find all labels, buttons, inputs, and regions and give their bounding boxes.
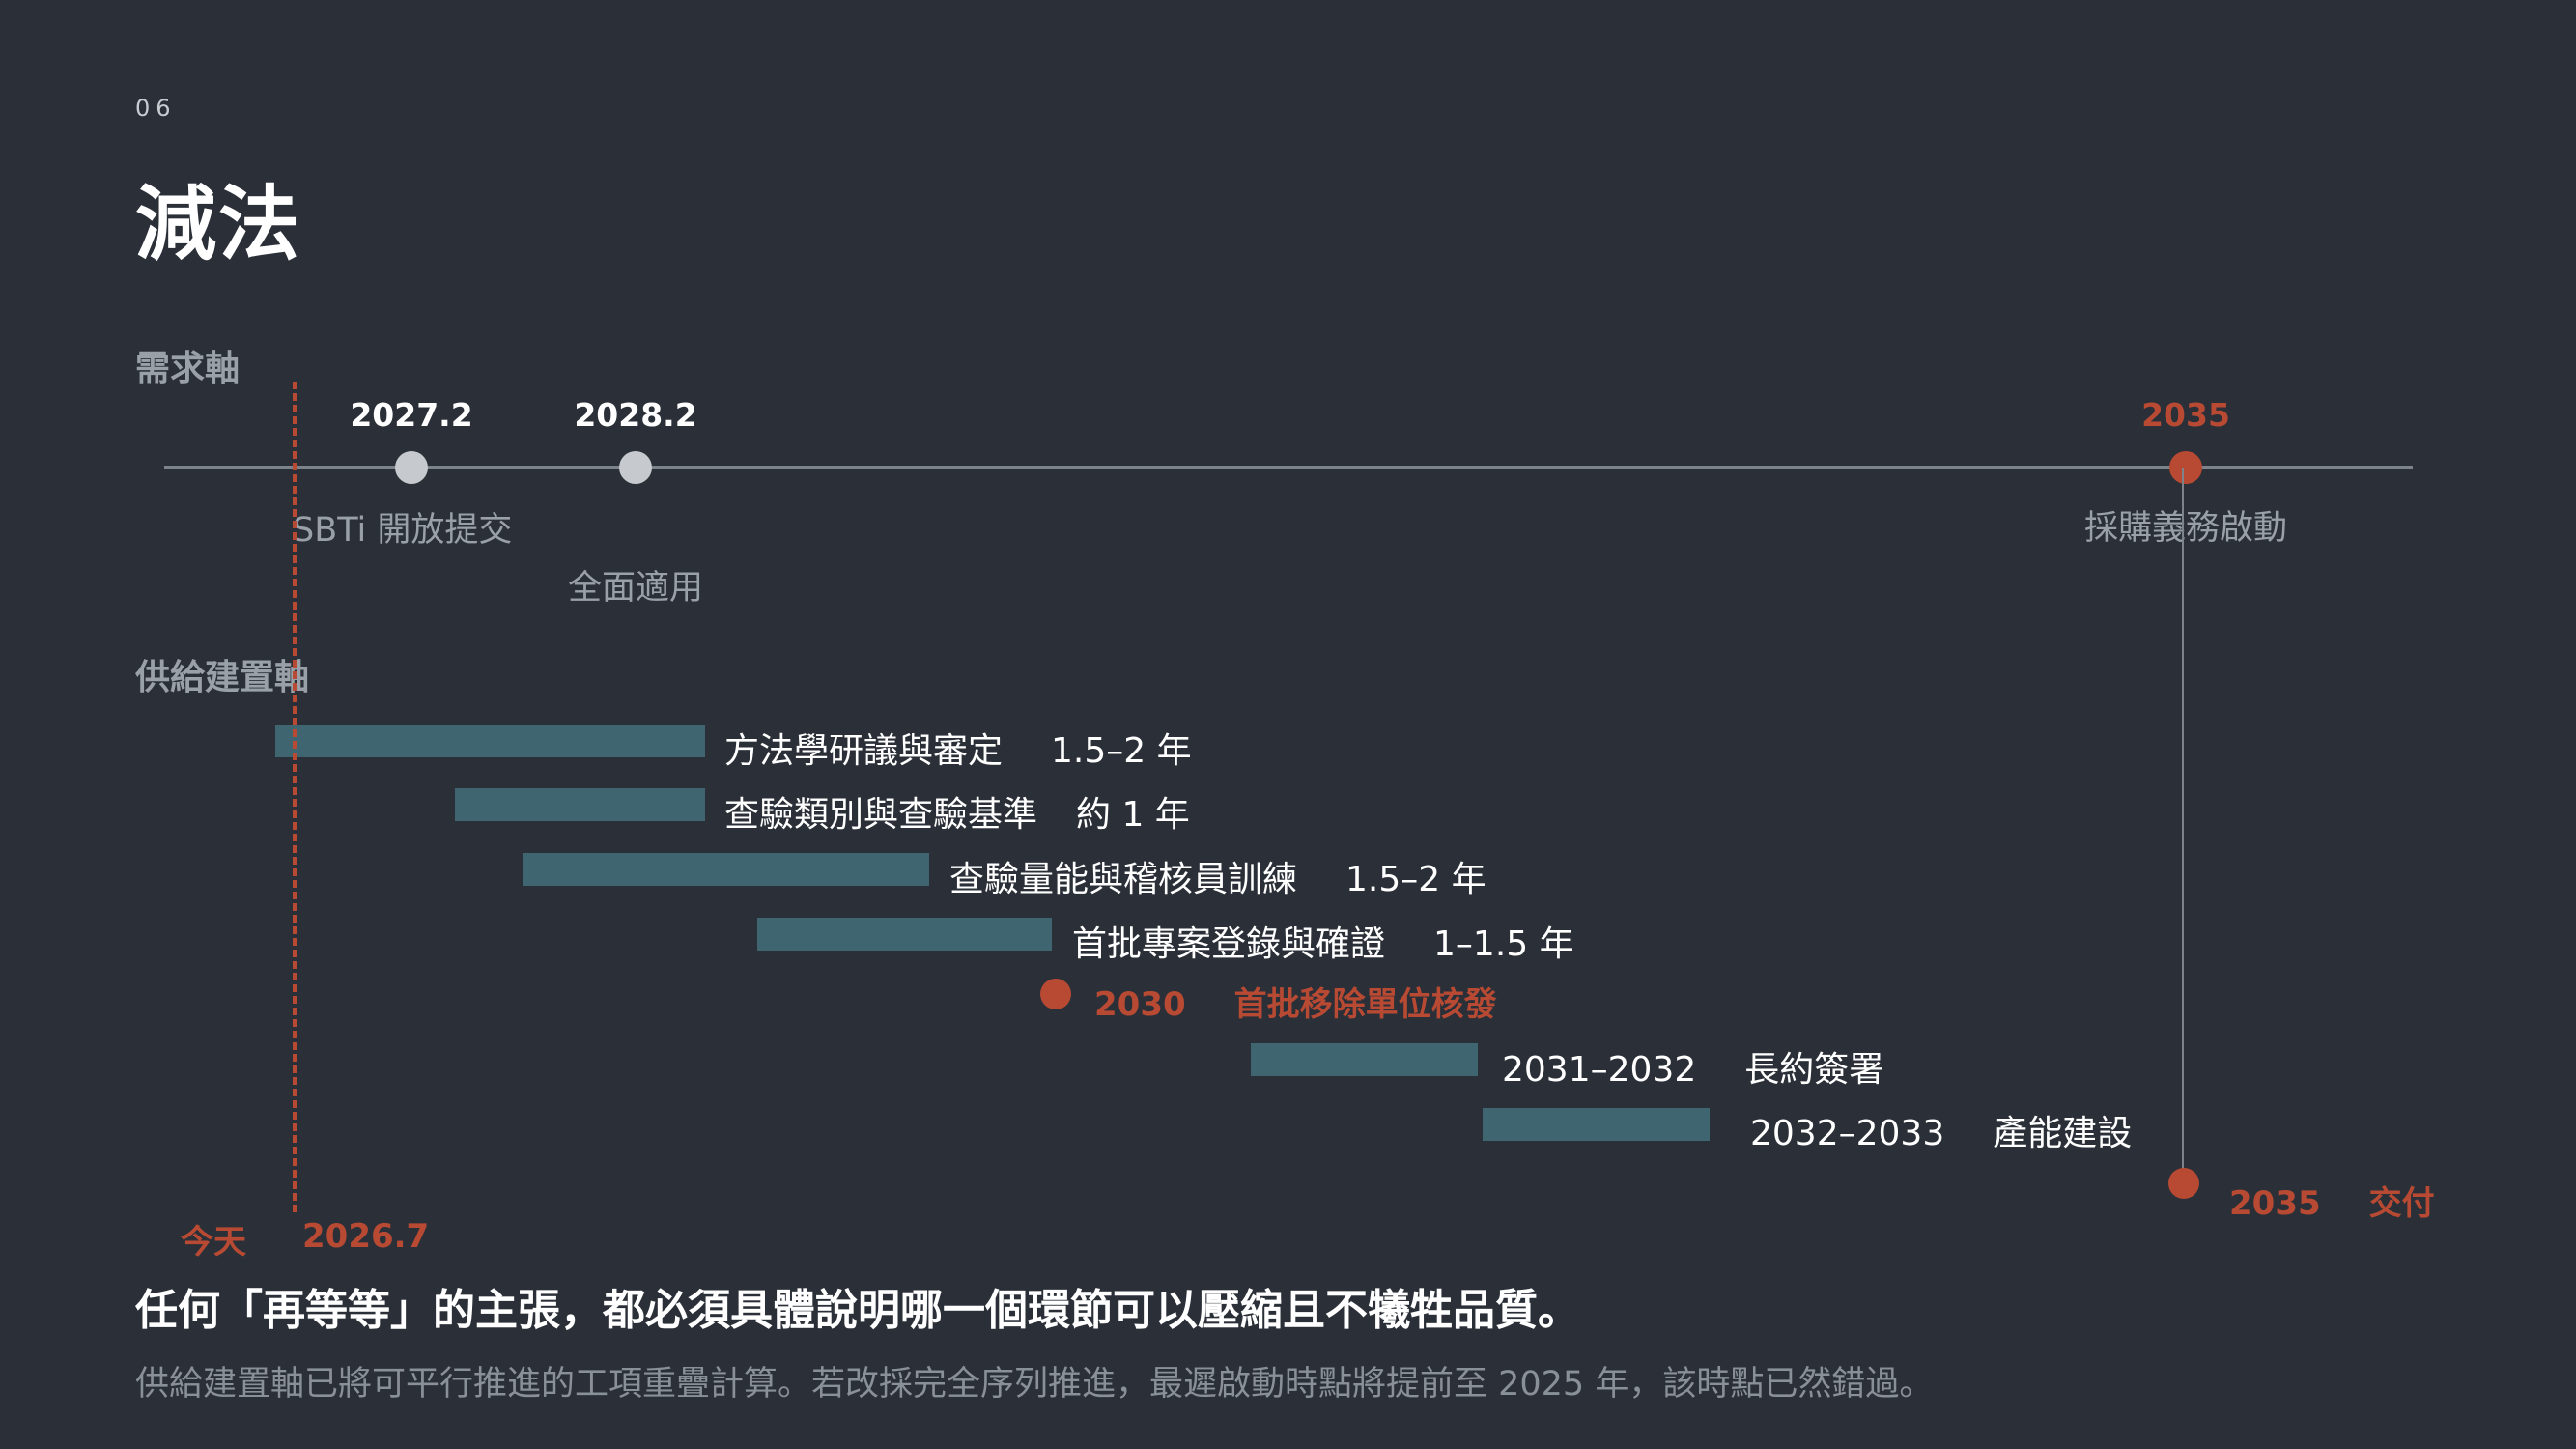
- footnote-text: 供給建置軸已將可平行推進的工項重疊計算。若改採完全序列推進，最遲啟動時點將提前至…: [135, 1365, 1934, 1404]
- milestone-date-2035: 2035: [2141, 396, 2230, 434]
- task-label-long-term-contracts: 2031–2032 長約簽署: [1502, 1050, 1884, 1090]
- milestone-dot-2027: [395, 451, 428, 484]
- gantt-bar-verification-standards: [455, 788, 705, 821]
- connector-line-2035: [2182, 468, 2184, 1182]
- delivery-dot-2035: [2168, 1168, 2199, 1199]
- gantt-bar-auditor-training: [523, 853, 929, 886]
- milestone-date-2027: 2027.2: [350, 396, 473, 434]
- today-marker-line: [293, 382, 297, 1212]
- page-title: 減法: [135, 177, 302, 271]
- task-label-auditor-training: 查驗量能與稽核員訓練 1.5–2 年: [949, 860, 1486, 899]
- milestone-event-2027: SBTi 開放提交: [293, 511, 513, 550]
- milestone-dot-2035: [2169, 451, 2202, 484]
- task-label-project-registration: 首批專案登錄與確證 1–1.5 年: [1072, 924, 1574, 964]
- task-label-capacity-building: 2032–2033 產能建設: [1750, 1114, 2133, 1153]
- milestone-dot-2028: [619, 451, 652, 484]
- slide-number: 06: [135, 95, 177, 122]
- today-date: 2026.7: [302, 1217, 430, 1256]
- supply-axis-label: 供給建置軸: [135, 658, 310, 697]
- gantt-bar-methodology: [275, 724, 705, 757]
- today-label: 今天: [181, 1223, 246, 1262]
- delivery-label-2035: 2035 交付: [2229, 1184, 2435, 1223]
- demand-axis-label: 需求軸: [135, 349, 241, 388]
- milestone-dot-2030: [1040, 979, 1071, 1009]
- milestone-label-2030: 2030 首批移除單位核發: [1094, 985, 1497, 1024]
- gantt-bar-project-registration: [757, 918, 1052, 951]
- milestone-event-2028: 全面適用: [567, 569, 704, 608]
- milestone-date-2028: 2028.2: [574, 396, 697, 434]
- task-label-methodology: 方法學研議與審定 1.5–2 年: [724, 731, 1192, 771]
- task-label-verification-standards: 查驗類別與查驗基準約 1 年: [724, 795, 1190, 835]
- gantt-bar-capacity-building: [1483, 1108, 1710, 1141]
- conclusion-text: 任何「再等等」的主張，都必須具體說明哪一個環節可以壓縮且不犧牲品質。: [135, 1286, 1580, 1335]
- demand-axis-line: [164, 466, 2413, 469]
- gantt-bar-long-term-contracts: [1251, 1043, 1478, 1076]
- milestone-event-2035: 採購義務啟動: [2083, 509, 2288, 548]
